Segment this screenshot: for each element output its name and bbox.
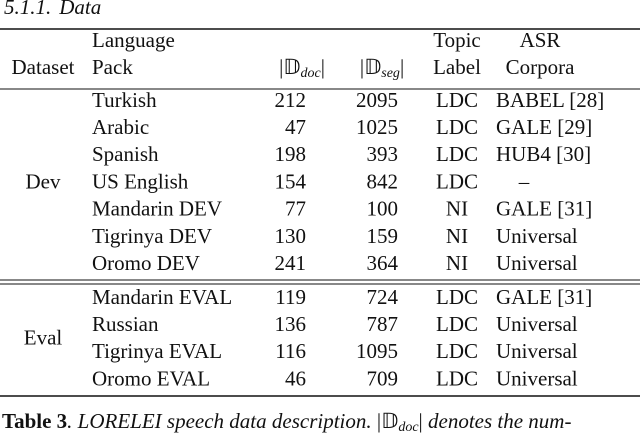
- language-cell: Oromo DEV: [92, 251, 200, 275]
- seg-count-cell: 2095: [356, 88, 398, 112]
- seg-count-cell: 1095: [356, 339, 398, 363]
- asr-corpora-cell: Universal: [496, 224, 578, 248]
- section-heading: 5.1.1. Data: [4, 0, 101, 19]
- doc-count-cell: 119: [275, 285, 306, 309]
- math-delimiter: |: [400, 55, 404, 79]
- asr-corpora-cell: GALE [29]: [496, 115, 592, 139]
- topic-label-cell: NI: [446, 224, 468, 248]
- doc-count-cell: 198: [275, 142, 307, 166]
- asr-corpora-cell: GALE [31]: [496, 197, 592, 221]
- caption: Table 3. LORELEI speech data description…: [2, 409, 571, 435]
- section-title: Data: [58, 0, 101, 19]
- doc-count-cell: 46: [285, 366, 306, 390]
- math-delimiter: |: [377, 409, 381, 433]
- seg-count-cell: 724: [367, 285, 399, 309]
- doc-count-cell: 116: [275, 339, 306, 363]
- group-label: Eval: [24, 326, 63, 350]
- doc-count-cell: 136: [275, 312, 307, 336]
- language-cell: Tigrinya DEV: [92, 224, 212, 248]
- section-number: 5.1.1.: [4, 0, 51, 19]
- seg-count-cell: 709: [367, 366, 399, 390]
- language-cell: Mandarin DEV: [92, 197, 222, 221]
- math-subscript: doc: [398, 420, 419, 435]
- topic-label-cell: LDC: [436, 339, 478, 363]
- seg-count-cell: 100: [367, 197, 399, 221]
- doc-count-cell: 77: [285, 197, 306, 221]
- topic-label-cell: NI: [446, 251, 468, 275]
- seg-count-cell: 787: [367, 312, 399, 336]
- topic-label-cell: LDC: [436, 312, 478, 336]
- caption-text: . LORELEI speech data description.: [67, 409, 377, 433]
- seg-count-cell: 364: [367, 251, 399, 275]
- math-delimiter: |: [419, 409, 423, 433]
- seg-count-cell: 393: [367, 142, 399, 166]
- seg-count-cell: 842: [367, 169, 399, 193]
- language-cell: Russian: [92, 312, 159, 336]
- doc-count-cell: 212: [275, 88, 307, 112]
- language-cell: Oromo EVAL: [92, 366, 210, 390]
- math-delimiter: |: [321, 55, 325, 79]
- asr-corpora-cell: Universal: [496, 251, 578, 275]
- language-cell: Arabic: [92, 115, 149, 139]
- language-cell: Turkish: [92, 88, 157, 112]
- math-symbol: 𝔻: [283, 55, 300, 79]
- math-subscript: seg: [381, 66, 400, 81]
- language-cell: Spanish: [92, 142, 159, 166]
- doc-count-cell: 241: [275, 251, 307, 275]
- math-symbol: 𝔻: [381, 409, 398, 433]
- column-header: |𝔻seg|: [360, 55, 404, 81]
- topic-label-cell: LDC: [436, 88, 478, 112]
- asr-corpora-cell: BABEL [28]: [496, 88, 604, 112]
- column-header: Language: [92, 28, 175, 52]
- asr-corpora-cell: Universal: [496, 339, 578, 363]
- column-header: Corpora: [506, 55, 575, 79]
- column-header: ASR: [520, 28, 561, 52]
- asr-corpora-cell: HUB4 [30]: [496, 142, 591, 166]
- math-subscript: doc: [300, 66, 321, 81]
- group-label: Dev: [26, 169, 61, 193]
- topic-label-cell: LDC: [436, 366, 478, 390]
- topic-label-cell: NI: [446, 197, 468, 221]
- topic-label-cell: LDC: [436, 115, 478, 139]
- seg-count-cell: 159: [367, 224, 399, 248]
- column-header: Dataset: [12, 55, 75, 79]
- asr-corpora-cell: Universal: [496, 312, 578, 336]
- language-cell: Tigrinya EVAL: [92, 339, 222, 363]
- seg-count-cell: 1025: [356, 115, 398, 139]
- language-cell: US English: [92, 169, 189, 193]
- column-header: |𝔻doc|: [279, 55, 325, 81]
- doc-count-cell: 130: [275, 224, 307, 248]
- asr-corpora-cell: Universal: [496, 366, 578, 390]
- column-header: Pack: [92, 55, 133, 79]
- doc-count-cell: 154: [275, 169, 307, 193]
- column-header: Label: [433, 55, 481, 79]
- column-header: Topic: [433, 28, 481, 52]
- language-cell: Mandarin EVAL: [92, 285, 232, 309]
- doc-count-cell: 47: [285, 115, 306, 139]
- topic-label-cell: LDC: [436, 285, 478, 309]
- caption-text: denotes the num-: [423, 409, 572, 433]
- asr-corpora-cell: GALE [31]: [496, 285, 592, 309]
- asr-corpora-cell: –: [518, 169, 530, 193]
- math-delimiter: |: [360, 55, 364, 79]
- math-symbol: 𝔻: [364, 55, 381, 79]
- math-delimiter: |: [279, 55, 283, 79]
- caption-label: Table 3: [2, 409, 67, 433]
- topic-label-cell: LDC: [436, 142, 478, 166]
- topic-label-cell: LDC: [436, 169, 478, 193]
